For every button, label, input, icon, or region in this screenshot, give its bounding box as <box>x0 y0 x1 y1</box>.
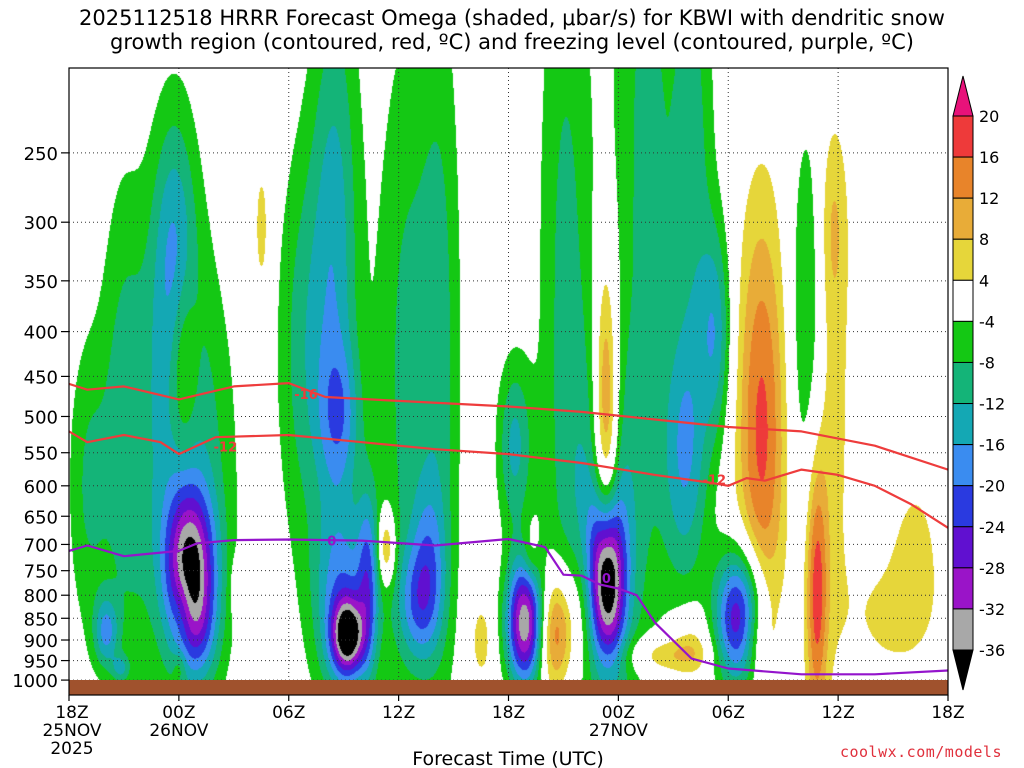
colorbar-bin-6 <box>952 320 974 363</box>
colorbar-bin-7 <box>952 361 974 405</box>
terrain-ground <box>69 680 948 695</box>
y-tick-label-500: 500 <box>24 407 58 428</box>
x-tick-label-0-2: 2025 <box>50 739 93 759</box>
x-tick-label-12-0: 06Z <box>272 703 305 723</box>
chart-title: 2025112518 HRRR Forecast Omega (shaded, … <box>0 6 1024 54</box>
colorbar-bin-1 <box>952 115 974 158</box>
y-tick-label-1000: 1000 <box>12 671 58 692</box>
x-tick-label-42-0: 12Z <box>821 703 854 723</box>
x-tick-label-30-0: 00Z <box>602 703 635 723</box>
y-tick-label-850: 850 <box>24 609 58 630</box>
x-tick-label-18-0: 12Z <box>382 703 415 723</box>
colorbar-bin-5 <box>952 279 974 322</box>
contour-minus12-1 <box>69 430 948 529</box>
y-tick-label-950: 950 <box>24 652 58 673</box>
y-tick-label-550: 550 <box>24 444 58 465</box>
colorbar-bin-9 <box>952 444 974 487</box>
contour-label-3: 0 <box>327 535 336 550</box>
colorbar-label--12: -12 <box>979 395 1005 414</box>
colorbar-bin-4 <box>952 238 974 281</box>
y-tick-label-250: 250 <box>24 144 58 165</box>
chart-title-line-1: 2025112518 HRRR Forecast Omega (shaded, … <box>79 6 945 30</box>
x-axis-label: Forecast Time (UTC) <box>412 748 603 768</box>
y-tick-label-750: 750 <box>24 562 58 583</box>
colorbar-label--8: -8 <box>979 353 995 372</box>
colorbar-bin-3 <box>952 197 974 240</box>
colorbar-bin-2 <box>952 156 974 199</box>
colorbar-label-12: 12 <box>979 189 999 208</box>
colorbar-bin-0 <box>952 75 974 117</box>
colorbar-bin-13 <box>952 608 974 651</box>
y-tick-label-600: 600 <box>24 477 58 498</box>
x-tick-label-48-0: 18Z <box>931 703 964 723</box>
colorbar-bin-8 <box>952 403 974 446</box>
y-tick-label-450: 450 <box>24 367 58 388</box>
chart-title-line-2: growth region (contoured, red, ºC) and f… <box>110 30 914 54</box>
colorbar-legend: 20 16 12 8 4 -4 -8 -12 -16 -20 -24 -28 -32 -36 <box>952 75 1005 691</box>
colorbar-bin-10 <box>952 485 974 528</box>
colorbar-label--24: -24 <box>979 518 1005 537</box>
y-tick-label-700: 700 <box>24 535 58 556</box>
y-tick-label-350: 350 <box>24 272 58 293</box>
contour-label-1: -12 <box>214 440 238 455</box>
pressure-axis: 2503003504004505005506006507007508008509… <box>12 144 69 692</box>
x-tick-label-0-0: 18Z <box>55 703 88 723</box>
contour-label-2: -12 <box>703 473 727 488</box>
x-tick-label-0-1: 25NOV <box>42 721 101 741</box>
contour-minus16-0 <box>69 382 948 471</box>
y-tick-label-900: 900 <box>24 631 58 652</box>
colorbar-label--16: -16 <box>979 436 1005 455</box>
colorbar-bin-12 <box>952 567 974 610</box>
x-tick-label-24-0: 18Z <box>492 703 525 723</box>
source-watermark[interactable]: coolwx.com/models <box>839 743 1002 761</box>
colorbar-bin-11 <box>952 526 974 569</box>
contour-label-0: -16 <box>294 388 318 403</box>
x-tick-label-36-0: 06Z <box>712 703 745 723</box>
colorbar-label-16: 16 <box>979 148 999 167</box>
contour-0-2 <box>69 537 948 676</box>
y-tick-label-300: 300 <box>24 213 58 234</box>
colorbar-bin-14 <box>952 649 974 691</box>
x-tick-label-30-1: 27NOV <box>589 721 648 741</box>
y-tick-label-400: 400 <box>24 323 58 344</box>
colorbar-label--28: -28 <box>979 559 1005 578</box>
plot-area: -16 -12 -12 0 0 <box>68 67 949 696</box>
colorbar-label--32: -32 <box>979 600 1005 619</box>
colorbar-label--20: -20 <box>979 477 1005 496</box>
x-tick-label-6-0: 00Z <box>162 703 195 723</box>
contour-label-4: 0 <box>602 572 611 587</box>
x-tick-label-6-1: 26NOV <box>149 721 208 741</box>
colorbar-label--36: -36 <box>979 641 1005 660</box>
contour-lines: -16 -12 -12 0 0 <box>69 382 948 676</box>
colorbar-label--4: -4 <box>979 312 995 331</box>
y-tick-label-650: 650 <box>24 507 58 528</box>
colorbar-label-4: 4 <box>979 271 989 290</box>
colorbar-label-20: 20 <box>979 107 999 126</box>
colorbar-label-8: 8 <box>979 230 989 249</box>
y-tick-label-800: 800 <box>24 586 58 607</box>
grid-lines <box>69 68 948 695</box>
